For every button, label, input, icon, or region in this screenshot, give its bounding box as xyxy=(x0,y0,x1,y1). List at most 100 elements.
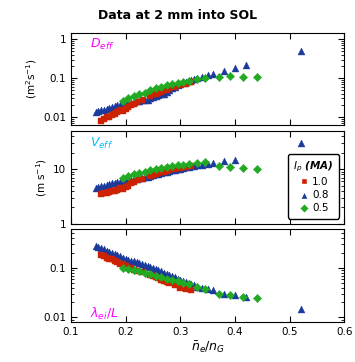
Point xyxy=(93,110,98,115)
Point xyxy=(104,114,109,120)
Point xyxy=(183,279,189,285)
Point xyxy=(153,172,159,177)
Point xyxy=(101,107,106,113)
Point xyxy=(126,178,131,184)
Point xyxy=(240,73,246,79)
Point xyxy=(150,273,156,279)
Point xyxy=(153,93,159,99)
Point xyxy=(164,271,170,277)
Point xyxy=(139,97,145,103)
Point xyxy=(128,258,134,264)
Point xyxy=(189,164,194,169)
Point xyxy=(93,185,98,191)
Point xyxy=(106,181,112,187)
Point xyxy=(172,166,178,172)
Point xyxy=(153,166,159,172)
Point xyxy=(147,272,153,278)
Point xyxy=(153,274,159,280)
Point xyxy=(200,285,205,290)
Point xyxy=(118,179,123,185)
Point xyxy=(175,276,180,282)
Point xyxy=(194,284,200,290)
Point xyxy=(139,175,145,181)
Point xyxy=(205,286,211,291)
Point xyxy=(155,171,161,177)
Point xyxy=(112,103,118,109)
Point xyxy=(164,83,170,88)
Point xyxy=(120,102,126,108)
Point xyxy=(232,65,238,71)
Point xyxy=(221,291,227,297)
Text: $V_{eff}$: $V_{eff}$ xyxy=(90,136,113,151)
Point xyxy=(136,98,142,104)
Point xyxy=(194,284,200,290)
Point xyxy=(205,72,211,78)
Point xyxy=(104,255,109,261)
Point xyxy=(120,255,126,261)
Point xyxy=(139,261,145,267)
Point xyxy=(164,168,170,174)
Point xyxy=(210,160,216,166)
Point xyxy=(139,177,145,182)
Point xyxy=(169,85,175,91)
Point xyxy=(240,165,246,171)
Point xyxy=(183,164,189,170)
Point xyxy=(109,189,115,194)
Point xyxy=(164,169,170,174)
Point xyxy=(202,75,208,81)
Point xyxy=(180,80,186,86)
Point xyxy=(115,252,120,258)
Point xyxy=(186,161,191,167)
Point xyxy=(126,266,131,272)
Point xyxy=(158,269,164,274)
Point xyxy=(216,291,222,297)
Point xyxy=(126,265,131,271)
Point xyxy=(120,108,126,114)
Point xyxy=(158,170,164,176)
Point xyxy=(128,102,134,108)
Point xyxy=(98,245,104,251)
Point xyxy=(106,256,112,262)
Point xyxy=(104,248,109,254)
Point xyxy=(180,278,186,284)
Point xyxy=(178,277,183,282)
Point xyxy=(115,187,120,193)
Point xyxy=(232,292,238,298)
Point xyxy=(150,92,156,97)
Point xyxy=(166,168,172,174)
Point xyxy=(221,68,227,73)
Point xyxy=(134,178,140,184)
Point xyxy=(158,165,164,171)
Point xyxy=(178,285,183,290)
X-axis label: $\bar{n}_e/n_G$: $\bar{n}_e/n_G$ xyxy=(191,340,225,355)
Point xyxy=(189,281,194,287)
Point xyxy=(142,174,148,180)
Point xyxy=(175,80,180,86)
Point xyxy=(126,96,131,101)
Point xyxy=(210,287,216,293)
Text: Data at 2 mm into SOL: Data at 2 mm into SOL xyxy=(98,9,257,22)
Point xyxy=(186,78,191,84)
Point xyxy=(118,107,123,113)
Point xyxy=(155,90,161,96)
Point xyxy=(155,92,161,98)
Point xyxy=(106,114,112,120)
Point xyxy=(166,85,172,91)
Point xyxy=(136,260,142,266)
Point xyxy=(166,168,172,173)
Point xyxy=(186,280,191,286)
Point xyxy=(104,106,109,112)
Point xyxy=(131,93,137,99)
Point xyxy=(166,87,172,93)
Point xyxy=(202,286,208,291)
Point xyxy=(186,164,191,170)
Point xyxy=(134,176,140,182)
Point xyxy=(112,258,118,264)
Point xyxy=(134,99,140,105)
Point xyxy=(158,277,164,282)
Point xyxy=(169,163,175,169)
Point xyxy=(131,101,137,106)
Point xyxy=(189,79,194,85)
Text: $D_{eff}$: $D_{eff}$ xyxy=(90,37,114,52)
Point xyxy=(147,88,153,93)
